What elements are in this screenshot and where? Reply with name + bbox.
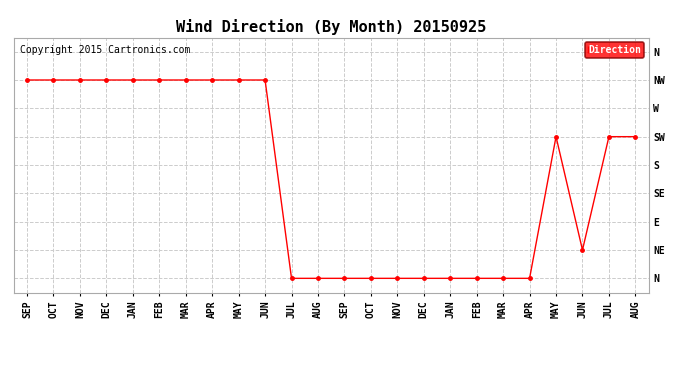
Title: Wind Direction (By Month) 20150925: Wind Direction (By Month) 20150925 bbox=[176, 19, 486, 35]
Text: Copyright 2015 Cartronics.com: Copyright 2015 Cartronics.com bbox=[20, 45, 190, 55]
Legend: Direction: Direction bbox=[585, 42, 644, 58]
